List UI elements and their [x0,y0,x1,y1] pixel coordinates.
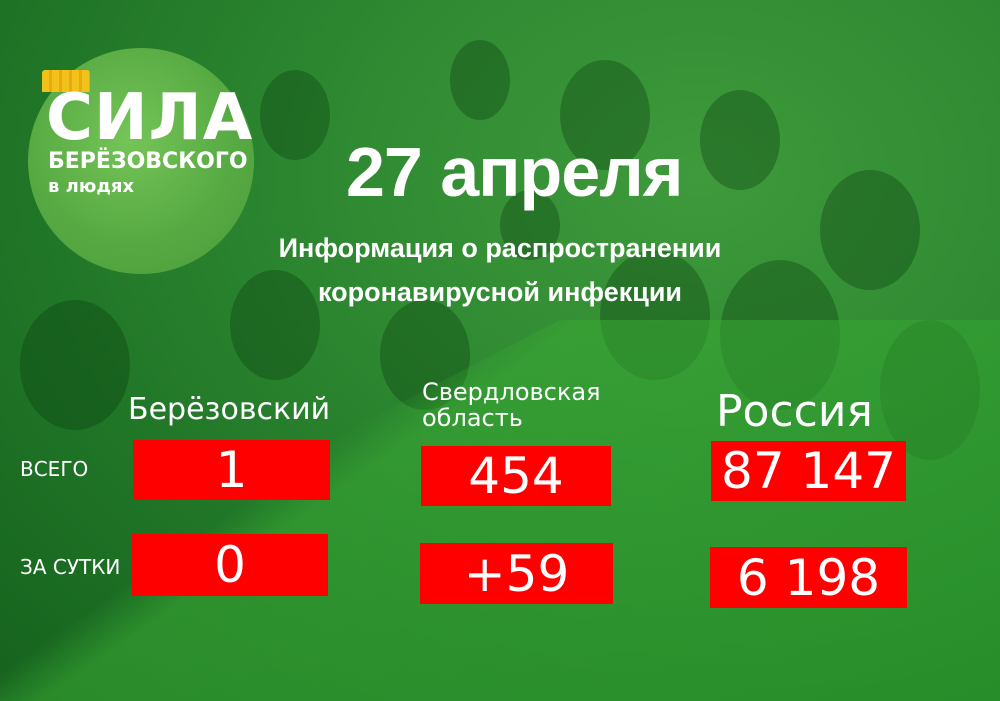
logo-title: СИЛА [46,81,254,155]
value-box-russia-daily: 6 198 [710,547,907,608]
value-berezovsky-total: 1 [215,441,248,499]
crown-icon [42,70,90,92]
value-box-sverdlovsk-total: 454 [421,446,611,506]
column-title-russia: Россия [716,386,873,437]
value-box-berezovsky-total: 1 [133,440,330,500]
logo-subtitle: БЕРЁЗОВСКОГО [48,149,248,174]
logo-subtitle-2: в людях [48,176,135,197]
value-sverdlovsk-daily: +59 [463,544,570,603]
row-label-total: ВСЕГО [20,457,89,481]
value-russia-total: 87 147 [721,442,896,500]
value-box-berezovsky-daily: 0 [132,534,328,596]
column-title-sverdlovsk: Свердловская область [422,379,632,431]
value-berezovsky-daily: 0 [214,536,246,594]
page-date: 27 апреля [346,133,684,211]
column-title-sverdlovsk-text: Свердловская область [422,378,601,432]
value-russia-daily: 6 198 [736,548,881,607]
value-box-russia-total: 87 147 [711,441,906,501]
value-sverdlovsk-total: 454 [468,447,564,505]
page-subtitle: Информация о распространении коронавирус… [278,233,722,307]
value-box-sverdlovsk-daily: +59 [420,543,613,604]
row-label-daily: ЗА СУТКИ [20,555,121,579]
column-title-berezovsky: Берёзовский [128,392,331,427]
